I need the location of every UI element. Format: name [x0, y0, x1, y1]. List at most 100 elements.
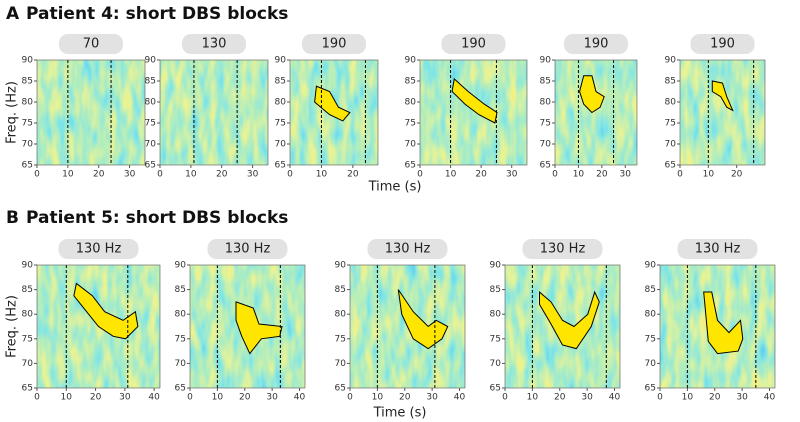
y-tick-label: 70: [22, 140, 34, 150]
y-tick-label: 90: [175, 261, 187, 271]
x-tick-label: 0: [502, 393, 508, 403]
y-axis-label: Freq. (Hz): [5, 295, 20, 358]
y-tick-label: 80: [335, 310, 347, 320]
title-pill: [182, 34, 246, 54]
y-tick-label: 85: [175, 285, 186, 295]
x-tick-label: 40: [764, 393, 776, 403]
spectrogram: [37, 60, 145, 165]
y-tick-label: 85: [22, 285, 33, 295]
y-tick-label: 85: [22, 77, 33, 87]
y-tick-label: 80: [175, 310, 187, 320]
x-tick-label: 20: [216, 170, 228, 180]
x-tick-label: 20: [709, 393, 721, 403]
chart-title: 130: [202, 37, 227, 52]
axes-frame: [349, 264, 466, 389]
chart-title: 130 Hz: [385, 242, 431, 257]
y-tick-label: 90: [22, 261, 34, 271]
y-tick-label: 85: [145, 77, 156, 87]
x-tick-label: 20: [239, 393, 251, 403]
x-tick-label: 30: [506, 170, 518, 180]
x-tick-label: 10: [212, 393, 224, 403]
y-tick-label: 65: [335, 384, 346, 394]
title-pill: [441, 34, 506, 54]
x-tick-label: 30: [426, 393, 438, 403]
significance-contour: [397, 289, 449, 350]
x-tick-label: 10: [61, 393, 73, 403]
y-tick-label: 65: [175, 384, 186, 394]
x-tick-label: 10: [372, 393, 384, 403]
panel-letter: A: [6, 4, 20, 24]
x-tick-label: 40: [294, 393, 306, 403]
x-tick-label: 20: [731, 170, 743, 180]
axes-frame: [189, 264, 306, 389]
x-tick-label: 10: [445, 170, 457, 180]
y-tick-label: 90: [405, 56, 417, 66]
y-tick-label: 90: [665, 56, 677, 66]
x-tick-label: 10: [703, 170, 715, 180]
y-tick-label: 90: [275, 56, 287, 66]
chart-title: 130 Hz: [540, 242, 586, 257]
x-tick-label: 20: [554, 393, 566, 403]
y-tick-label: 90: [335, 261, 347, 271]
spectrogram: [160, 60, 268, 165]
significance-contour: [711, 80, 734, 112]
x-tick-label: 10: [316, 170, 328, 180]
y-tick-label: 75: [405, 119, 416, 129]
panel-title: Patient 4: short DBS blocks: [26, 4, 288, 24]
x-tick-label: 20: [399, 393, 411, 403]
x-tick-label: 40: [609, 393, 621, 403]
axes-frame: [679, 59, 766, 166]
chart-title: 190: [584, 37, 609, 52]
y-tick-label: 65: [540, 161, 551, 171]
y-tick-label: 65: [405, 161, 416, 171]
y-tick-label: 70: [175, 359, 187, 369]
spectrogram: [555, 60, 637, 165]
x-tick-label: 10: [62, 170, 74, 180]
x-tick-label: 0: [187, 393, 193, 403]
axes-frame: [554, 59, 638, 166]
panel-letter: B: [6, 208, 19, 228]
title-pill: [677, 239, 758, 259]
x-tick-label: 30: [119, 393, 131, 403]
y-tick-label: 70: [490, 359, 502, 369]
x-axis-label: Time (s): [368, 180, 422, 195]
significance-contour: [539, 290, 600, 350]
y-tick-label: 85: [645, 285, 656, 295]
axes-frame: [659, 264, 776, 389]
y-tick-label: 85: [405, 77, 416, 87]
chart-title: 190: [461, 37, 486, 52]
y-tick-label: 75: [665, 119, 676, 129]
x-tick-label: 30: [736, 393, 748, 403]
x-tick-label: 40: [454, 393, 466, 403]
x-tick-label: 0: [657, 393, 663, 403]
x-axis-label: Time (s): [373, 406, 427, 421]
x-tick-label: 20: [347, 170, 359, 180]
title-pill: [58, 239, 139, 259]
y-tick-label: 70: [22, 359, 34, 369]
title-pill: [564, 34, 628, 54]
x-tick-label: 30: [266, 393, 278, 403]
x-tick-label: 0: [417, 170, 423, 180]
y-tick-label: 90: [540, 56, 552, 66]
y-tick-label: 80: [145, 98, 157, 108]
y-tick-label: 90: [490, 261, 502, 271]
x-tick-label: 30: [247, 170, 259, 180]
y-tick-label: 70: [275, 140, 287, 150]
axes-frame: [419, 59, 528, 166]
x-tick-label: 0: [34, 170, 40, 180]
chart-title: 130 Hz: [695, 242, 741, 257]
y-tick-label: 80: [665, 98, 677, 108]
y-tick-label: 70: [645, 359, 657, 369]
y-tick-label: 75: [145, 119, 156, 129]
chart-title: 190: [322, 37, 347, 52]
y-tick-label: 65: [22, 161, 33, 171]
title-pill: [207, 239, 288, 259]
chart-title: 130 Hz: [225, 242, 271, 257]
chart-title: 190: [710, 37, 735, 52]
y-tick-label: 70: [335, 359, 347, 369]
y-tick-label: 90: [145, 56, 157, 66]
y-tick-label: 85: [665, 77, 676, 87]
y-tick-label: 65: [665, 161, 676, 171]
x-tick-label: 20: [90, 393, 102, 403]
